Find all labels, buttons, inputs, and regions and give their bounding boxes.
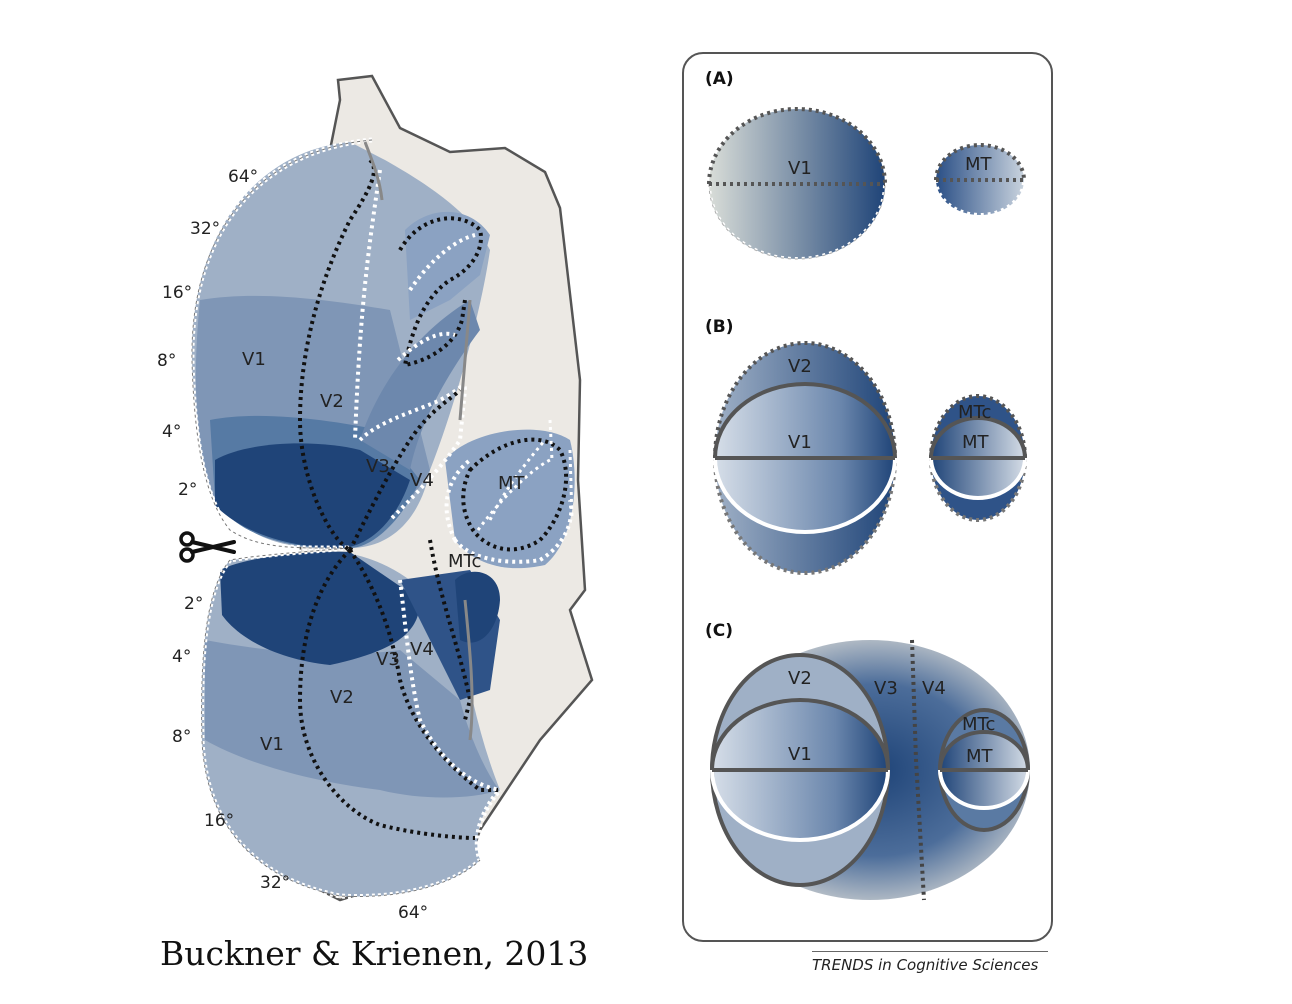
v4-inner-lower bbox=[428, 539, 473, 721]
panel-b-v1-v2: V2 V1 bbox=[713, 341, 897, 575]
ecc-lower-32: 32° bbox=[260, 873, 290, 893]
ecc-lower-4: 4° bbox=[172, 647, 191, 667]
panel-a-mt: MT bbox=[934, 143, 1026, 217]
ecc-lower-2: 2° bbox=[184, 594, 203, 614]
v3-v4-loop-inner bbox=[396, 233, 476, 362]
panel-c-mtc-label: MTc bbox=[962, 714, 995, 735]
panel-b-label: (B) bbox=[705, 317, 734, 337]
mt-inner bbox=[476, 439, 551, 531]
label-v4-lower: V4 bbox=[410, 639, 434, 660]
scissors-icon bbox=[179, 531, 236, 563]
panel-c-label: (C) bbox=[705, 621, 733, 641]
ecc-lower-8: 8° bbox=[172, 727, 191, 747]
panel-a-mt-label: MT bbox=[965, 154, 993, 175]
panel-c-v4-label: V4 bbox=[922, 678, 946, 699]
schematic-panel: (A) V1 MT (B) V2 V1 bbox=[682, 52, 1053, 942]
v3-v4-loop-upper bbox=[398, 216, 483, 368]
panel-b-mtc-label: MTc bbox=[958, 402, 991, 423]
label-v1-upper: V1 bbox=[242, 349, 266, 370]
ecc-upper-8: 8° bbox=[157, 351, 176, 371]
mt-lines-upper-right bbox=[548, 419, 574, 521]
ecc-lower-64: 64° bbox=[398, 903, 428, 923]
panel-a-v1: V1 bbox=[707, 107, 887, 261]
v3-v4-strip-upper bbox=[360, 300, 480, 470]
panel-c-v2-label: V2 bbox=[788, 668, 812, 689]
panel-b-v1-label: V1 bbox=[788, 432, 812, 453]
panel-b-v2-label: V2 bbox=[788, 356, 812, 377]
label-mtc: MTc bbox=[448, 551, 481, 572]
label-mt: MT bbox=[498, 473, 526, 494]
panel-c-v1-label: V1 bbox=[788, 744, 812, 765]
panel-c-mt-label: MT bbox=[966, 746, 994, 767]
panel-c-composite: V2 V1 V3 V4 MTc MT bbox=[710, 639, 1031, 901]
label-v1-lower: V1 bbox=[260, 734, 284, 755]
v3-v4-boundary-lower bbox=[348, 548, 500, 792]
panel-b-mt-mtc: MTc MT bbox=[929, 394, 1027, 522]
figure-credit: Buckner & Krienen, 2013 bbox=[160, 934, 589, 973]
mt-boundary bbox=[461, 437, 569, 552]
foveal-lower bbox=[220, 551, 420, 665]
journal-name: TRENDS in Cognitive Sciences bbox=[812, 956, 1039, 974]
cortical-flatmap: V1 V2 V3 V4 MT MTc V4 V3 V2 V1 64° 32° 1… bbox=[157, 74, 594, 923]
ecc-upper-64: 64° bbox=[228, 167, 258, 187]
label-v2-upper: V2 bbox=[320, 391, 344, 412]
panel-a-label: (A) bbox=[705, 69, 734, 89]
panel-a-v1-label: V1 bbox=[788, 158, 812, 179]
lower-band-1 bbox=[205, 640, 500, 798]
v3-boundary-mid bbox=[358, 383, 468, 522]
panel-c-v3-label: V3 bbox=[874, 678, 898, 699]
v3-v4-boundary-mid bbox=[348, 388, 462, 551]
panel-b-mt-label: MT bbox=[962, 432, 990, 453]
label-v4-upper: V4 bbox=[410, 470, 434, 491]
label-v2-lower: V2 bbox=[330, 687, 354, 708]
v4-boundary-lower-white bbox=[398, 579, 501, 792]
ecc-upper-4: 4° bbox=[162, 422, 181, 442]
ecc-upper-2: 2° bbox=[178, 480, 197, 500]
v1-v2-boundary-upper bbox=[297, 158, 376, 552]
journal-rule bbox=[812, 951, 1048, 952]
mt-region bbox=[445, 429, 575, 569]
ecc-upper-32: 32° bbox=[190, 219, 220, 239]
label-v3-upper: V3 bbox=[366, 456, 390, 477]
ecc-upper-16: 16° bbox=[162, 283, 192, 303]
v1-v2-boundary-lower bbox=[297, 548, 476, 840]
label-v3-lower: V3 bbox=[376, 649, 400, 670]
flatmap-outer-boundary-shadow bbox=[191, 139, 481, 898]
gray-boundary-1 bbox=[363, 141, 384, 201]
gray-boundary-2 bbox=[458, 299, 474, 741]
mtc-boundary bbox=[444, 458, 574, 564]
ecc-lower-16: 16° bbox=[204, 811, 234, 831]
